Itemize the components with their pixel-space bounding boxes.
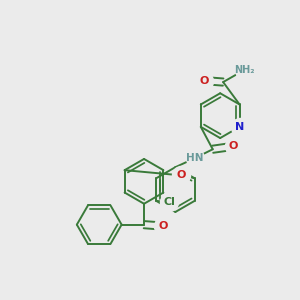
Text: O: O <box>159 221 168 231</box>
Text: NH₂: NH₂ <box>234 65 254 75</box>
Text: O: O <box>199 76 208 85</box>
Text: O: O <box>177 170 186 180</box>
Text: O: O <box>229 141 238 151</box>
Text: N: N <box>235 122 244 132</box>
Text: Cl: Cl <box>164 197 175 207</box>
Text: HN: HN <box>186 153 204 163</box>
